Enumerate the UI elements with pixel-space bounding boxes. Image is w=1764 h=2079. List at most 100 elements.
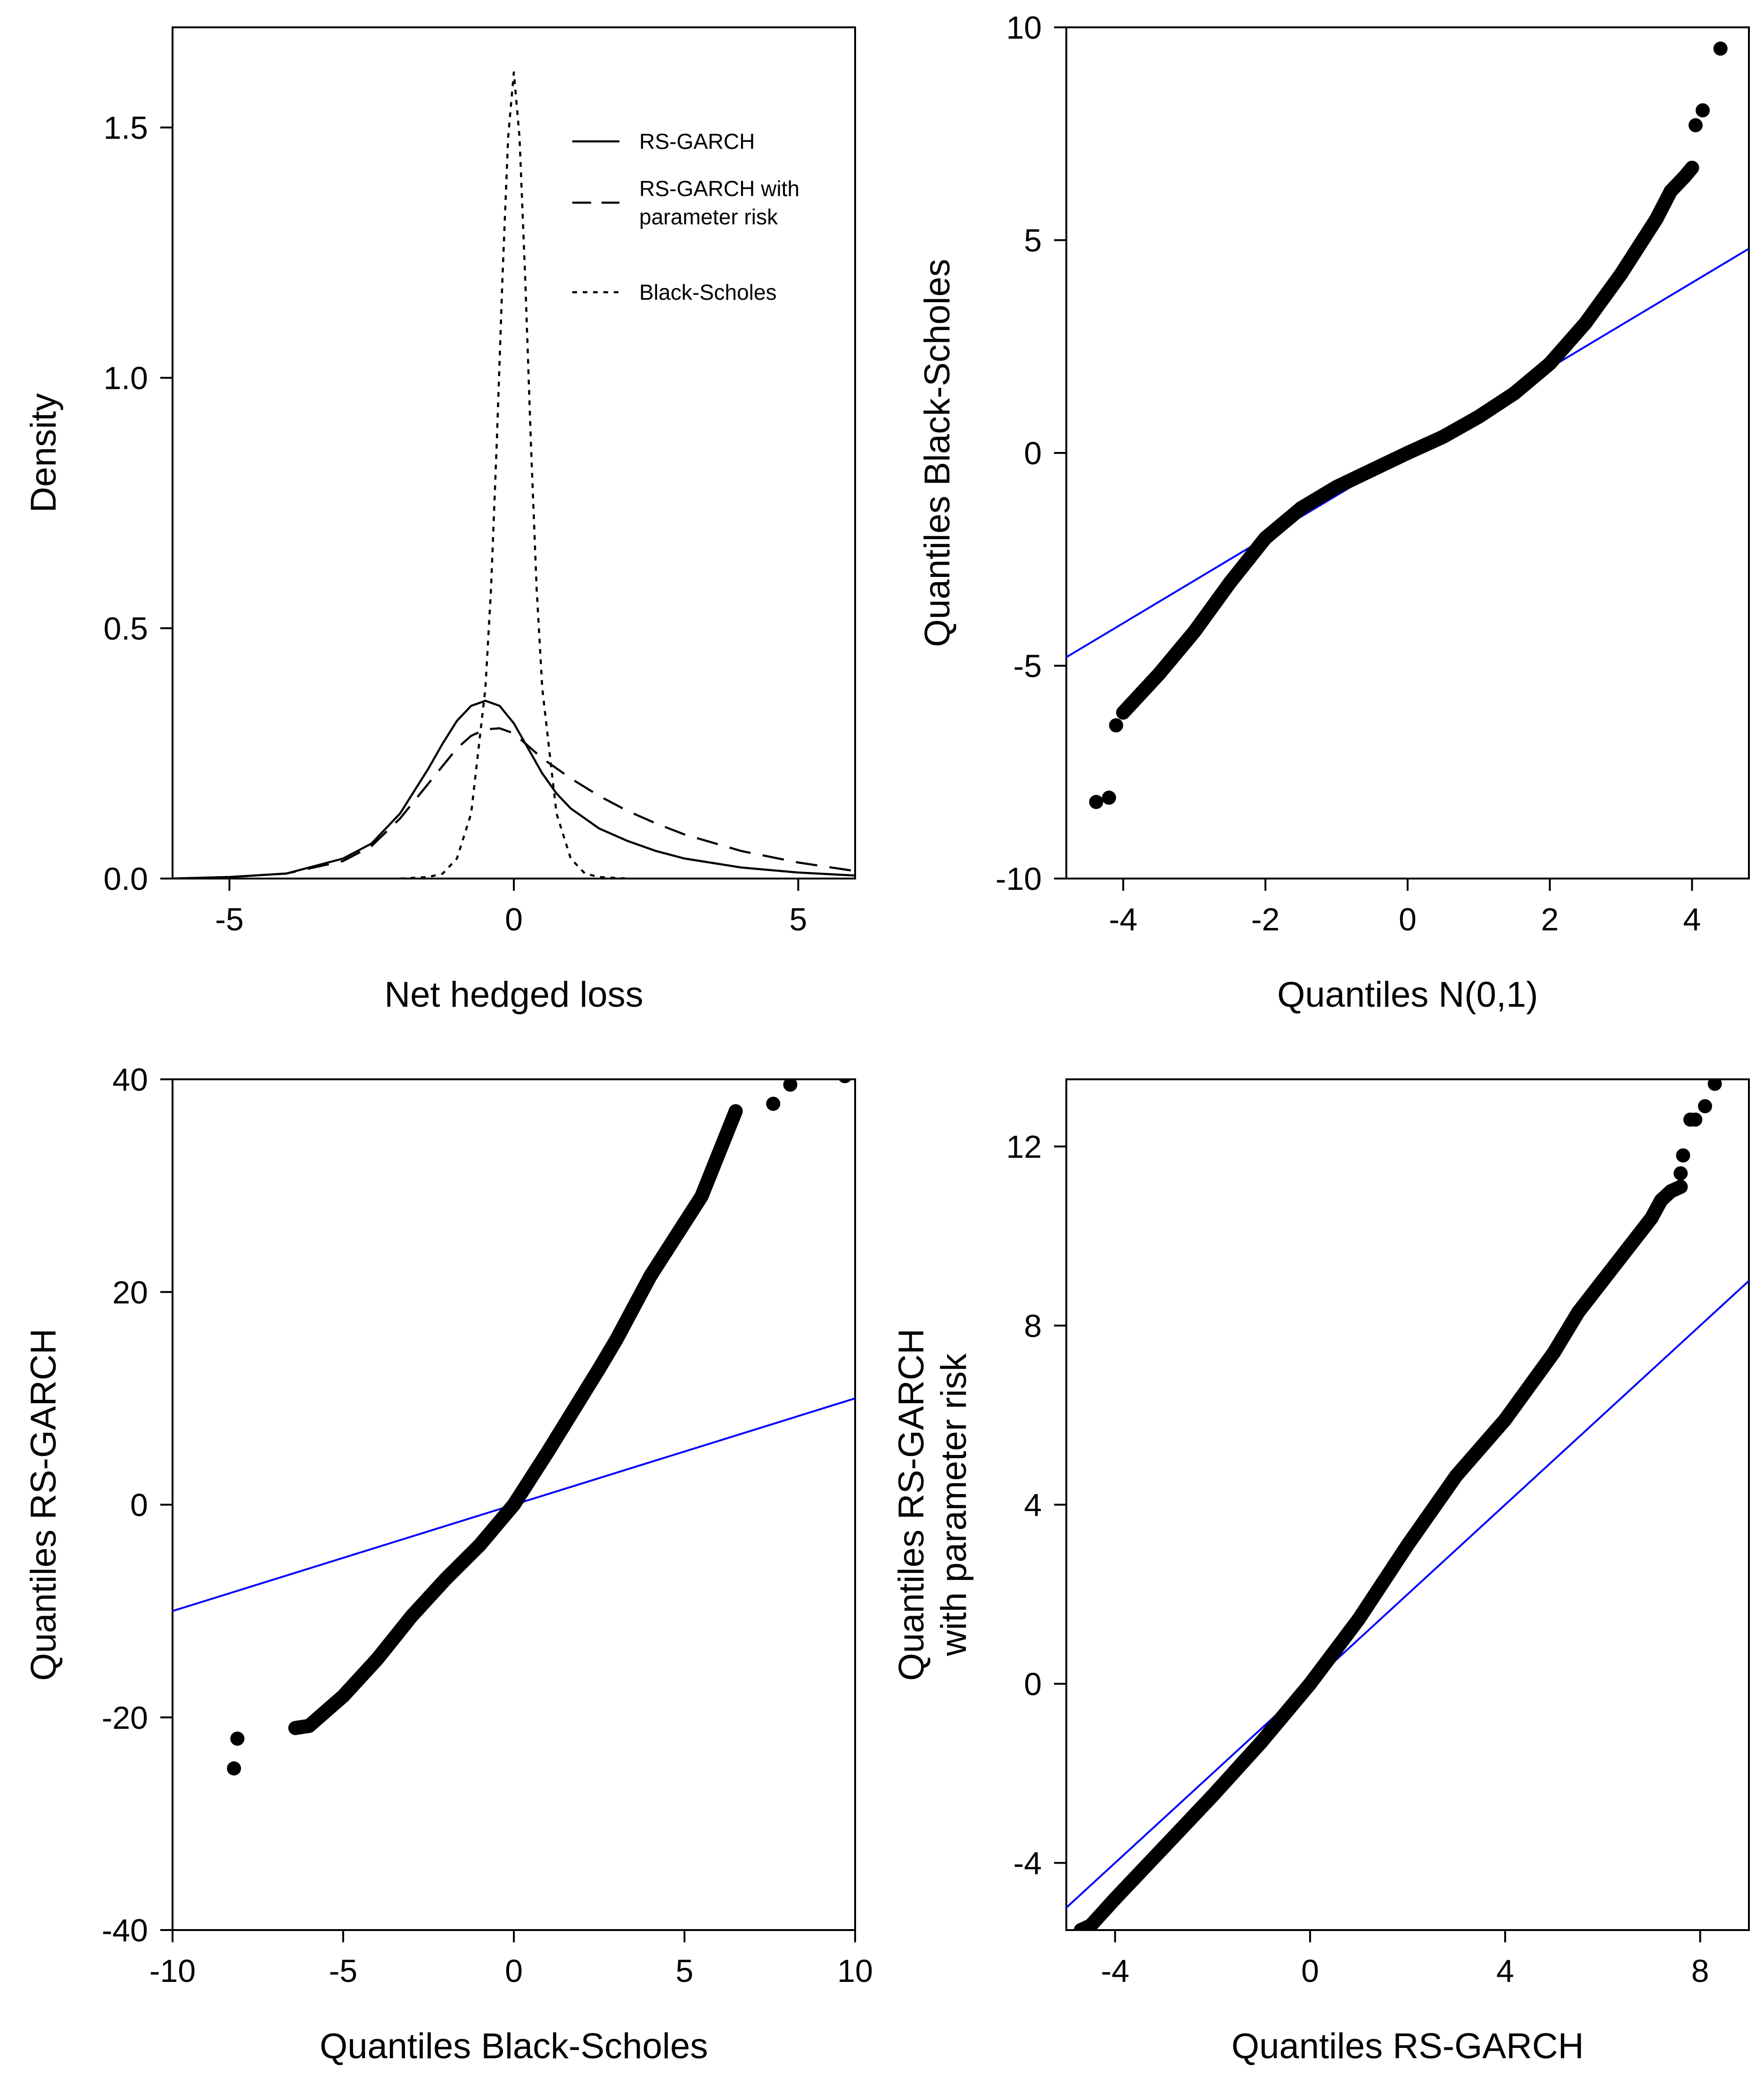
qq-point [660,1242,675,1257]
x-tick-label: 8 [1691,1953,1709,1989]
series-line-0 [173,699,855,879]
qq-outlier-point [1695,103,1710,118]
qq-point [472,1538,487,1553]
qq-outlier-point [783,1079,798,1092]
qq-point [1471,410,1486,424]
x-axis-title: Quantiles Black-Scholes [320,2026,708,2066]
series-line-1 [173,727,855,879]
legend: RS-GARCH RS-GARCH with parameter risk Black… [572,129,800,304]
qq-outlier-point [1676,1148,1690,1163]
series-line-2 [400,71,628,879]
x-tick-label: 5 [789,902,807,937]
x-tick-label: 0 [505,1953,523,1989]
qq-point [1222,575,1237,590]
qq-point [1542,356,1557,371]
qq-point [728,1104,743,1118]
qq-point [1116,705,1130,720]
qq-outlier-point [1707,1079,1722,1091]
qq-outlier-point [1688,1112,1703,1127]
y-tick-label: 0.5 [103,611,148,647]
y-tick-label: 12 [1006,1129,1042,1165]
qq-point [1152,667,1166,682]
qq-outlier-point [1713,41,1728,56]
qq-point [609,1332,624,1347]
legend-label: RS-GARCH [639,129,755,154]
x-tick-label: -2 [1251,902,1279,937]
qq-point [1595,1274,1610,1288]
qq-point [1303,1676,1318,1691]
reference-line [1066,1280,1749,1908]
x-tick-label: -4 [1109,902,1137,937]
qq-point [1614,267,1628,281]
qq-point [1620,1242,1634,1257]
y-tick-label: 0.0 [103,861,148,897]
qq-point [711,1146,726,1161]
qq-point [1664,184,1678,198]
y-tick-label: 1.0 [103,361,148,396]
qq-point [302,1718,316,1733]
qq-point [694,1189,709,1204]
plot-frame [172,26,856,879]
y-tick-label: 1.5 [103,110,148,146]
qq-point [1578,316,1593,330]
qq-point [1352,1611,1366,1626]
qq-point [438,1572,453,1586]
qq-point [1644,1211,1659,1225]
qq-point [626,1301,641,1315]
x-axis-title: Quantiles RS-GARCH [1231,2026,1584,2066]
panel-qq-bs-rsgarch: -10 -5 0 5 10 -40 -20 0 20 40 Quantiles Black-Scho… [24,1062,873,2066]
qq-point [1436,429,1451,444]
qq-point [677,1216,692,1230]
y-tick-label: -4 [1014,1846,1042,1882]
plot-area [173,71,855,879]
y-tick-label: -20 [102,1700,148,1736]
qq-point [575,1389,589,1404]
qq-point [1156,1840,1171,1855]
qq-point [288,1721,303,1735]
panel-density: -5 0 5 0.0 0.5 1.0 1.5 Net hedged loss Density RS… [24,26,856,1015]
qq-outlier-point [1089,795,1104,809]
qq-point [1258,531,1273,545]
x-tick-label: -5 [215,902,243,937]
qq-point [1401,1538,1415,1552]
qq-point [643,1269,658,1283]
plot-area [1066,41,1749,809]
y-tick-label: 4 [1024,1487,1042,1523]
y-tick-label: 0 [1024,436,1042,471]
qq-point [1329,480,1344,494]
x-tick-label: -10 [149,1953,196,1989]
x-tick-label: 5 [676,1953,693,1989]
quantile-points [288,1104,743,1735]
y-tick-label: 10 [1006,10,1042,46]
y-axis-title-line: Quantiles RS-GARCH [891,1329,931,1681]
plot-frame [1065,1078,1750,1931]
y-axis-title: Quantiles Black-Scholes [917,259,957,647]
y-axis-title-line: with parameter risk [934,1353,974,1657]
qq-point [1108,1891,1122,1906]
panel-qq-normal: -4 -2 0 2 4 -10 -5 0 5 10 Quantiles N(0,1) Quantile… [917,10,1750,1015]
qq-point [1507,386,1522,401]
x-tick-label: -4 [1101,1953,1129,1989]
qq-outlier-point [1688,118,1703,132]
qq-point [558,1417,572,1431]
plot-area [1066,1079,1749,1930]
qq-point [404,1609,419,1624]
legend-label: parameter risk [639,205,778,229]
x-tick-label: 0 [505,902,523,937]
qq-point [370,1652,385,1666]
x-tick-label: 10 [837,1953,873,1989]
qq-point [1205,1789,1220,1803]
qq-point [524,1471,538,1486]
qq-outlier-point [230,1731,245,1746]
qq-outlier-point [1109,718,1123,732]
quantile-points [1074,1180,1688,1930]
qq-point [1083,1918,1098,1930]
qq-point [592,1361,606,1376]
qq-outlier-point [227,1761,241,1776]
x-tick-label: 4 [1683,902,1701,937]
x-axis-title: Quantiles N(0,1) [1277,975,1538,1015]
qq-point [1401,446,1415,460]
qq-point [1254,1735,1269,1749]
